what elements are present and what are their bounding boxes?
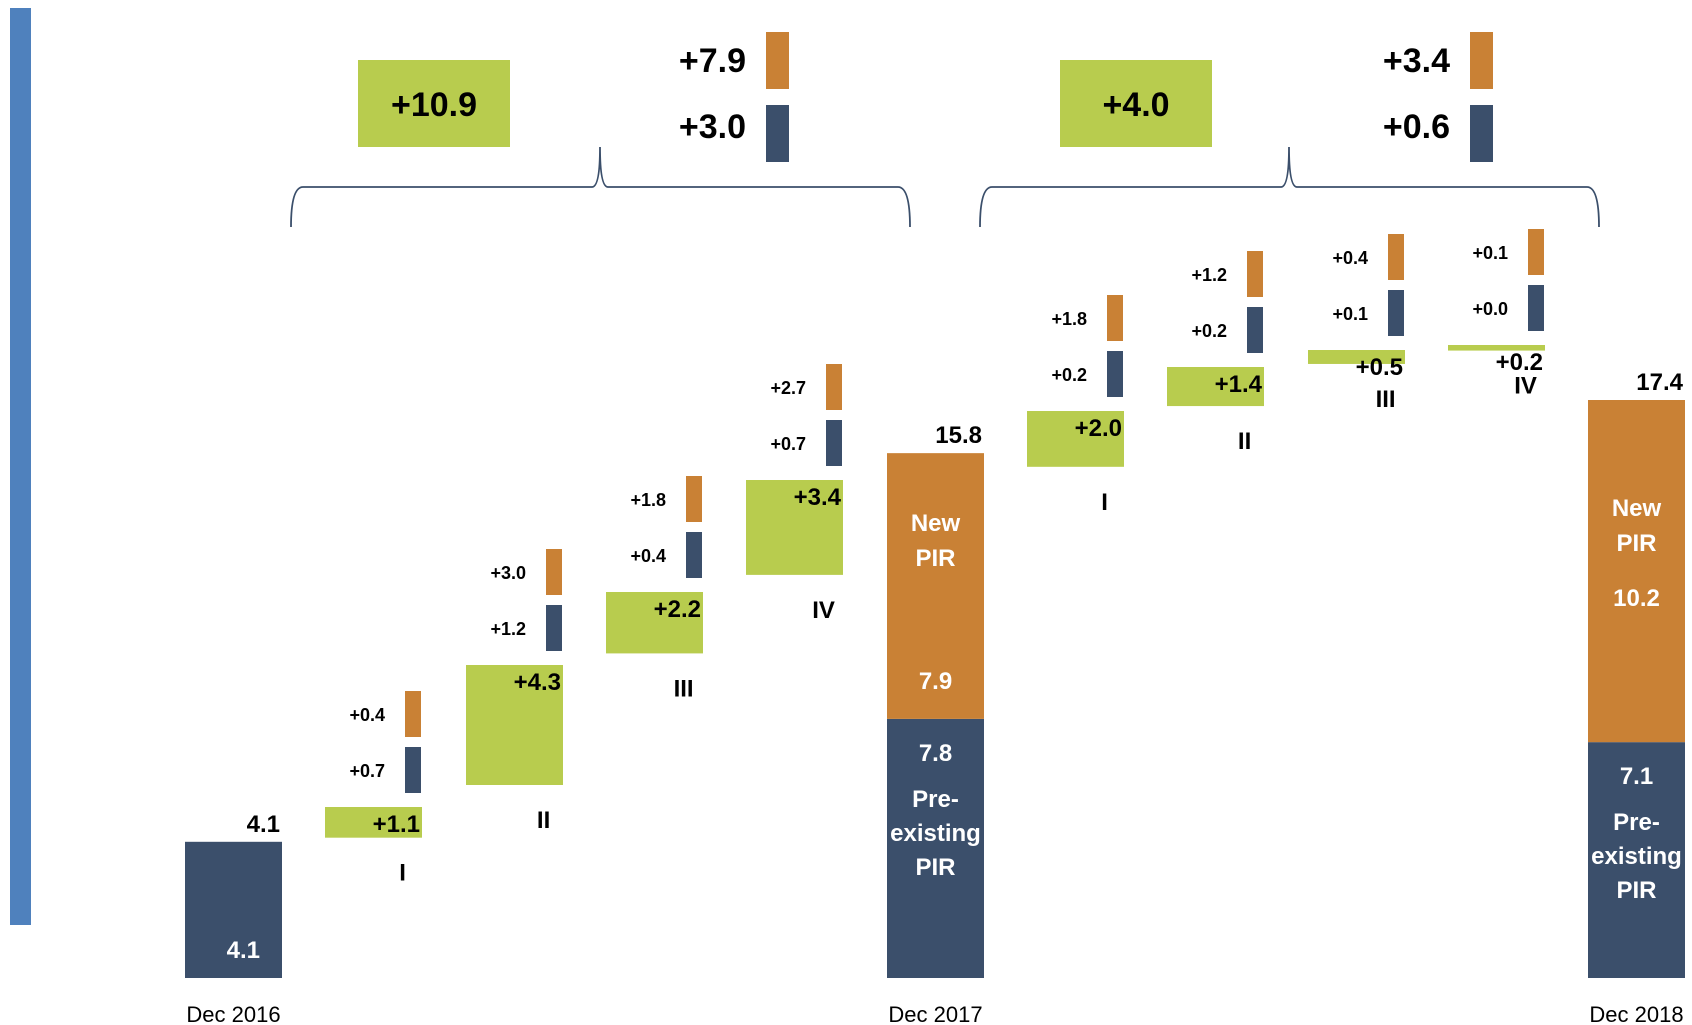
quarter-orange-label: +0.4 <box>1332 248 1368 268</box>
quarter-navy-bar <box>1528 285 1544 331</box>
summary-green-box <box>358 60 510 147</box>
quarter-navy-bar <box>826 420 842 466</box>
quarter-orange-label: +0.4 <box>349 705 385 725</box>
bracket-2018 <box>979 146 1600 228</box>
preexisting-value-label: 7.8 <box>919 740 952 767</box>
quarter-navy-bar <box>1107 351 1123 397</box>
anchor-date-label: Dec 2016 <box>186 1002 280 1025</box>
summary-navy-bar <box>1470 105 1493 162</box>
quarter-name-label: III <box>1376 386 1396 413</box>
summary-orange-bar <box>766 32 789 89</box>
new-pir-bar <box>887 453 984 719</box>
quarter-name-label: III <box>674 675 694 702</box>
new-pir-text-line: PIR <box>915 545 955 572</box>
quarter-orange-bar <box>1388 234 1404 280</box>
quarter-navy-bar <box>1247 307 1263 353</box>
quarter-green-label: +0.5 <box>1356 354 1403 381</box>
quarter-green-bar <box>1027 411 1124 467</box>
preexisting-value-label: 7.1 <box>1620 763 1653 790</box>
preexisting-text-line: PIR <box>1616 877 1656 904</box>
quarter-orange-label: +0.1 <box>1472 243 1508 263</box>
quarter-name-label: IV <box>812 597 835 624</box>
quarter-orange-bar <box>546 549 562 595</box>
quarter-green-bar <box>466 665 563 785</box>
quarter-navy-label: +0.1 <box>1332 304 1368 324</box>
bracket-2017 <box>290 146 911 228</box>
anchor-total-label: 17.4 <box>1636 369 1683 396</box>
quarter-green-label: +1.1 <box>373 811 420 838</box>
quarter-green-label: +4.3 <box>514 669 561 696</box>
quarter-navy-label: +0.4 <box>630 546 666 566</box>
quarter-navy-label: +0.7 <box>349 761 385 781</box>
quarter-green-label: +3.4 <box>794 484 842 511</box>
summary-orange-label: +3.4 <box>1383 42 1450 80</box>
anchor-date-label: Dec 2017 <box>888 1002 982 1025</box>
quarter-green-label: +0.2 <box>1496 349 1543 376</box>
quarter-orange-bar <box>1107 295 1123 341</box>
quarter-orange-label: +1.8 <box>630 490 666 510</box>
quarter-green-bar <box>746 480 843 575</box>
anchor-date-label: Dec 2018 <box>1589 1002 1683 1025</box>
quarter-orange-bar <box>405 691 421 737</box>
quarter-orange-label: +2.7 <box>770 378 806 398</box>
quarter-green-bar <box>606 592 703 654</box>
summary-total-label: +4.0 <box>1102 86 1169 124</box>
quarter-orange-bar <box>686 476 702 522</box>
quarter-navy-label: +0.7 <box>770 434 806 454</box>
preexisting-text-line: existing <box>890 820 981 847</box>
quarter-navy-bar <box>405 747 421 793</box>
quarter-green-label: +2.0 <box>1075 415 1122 442</box>
new-pir-bar <box>1588 400 1685 743</box>
quarter-navy-bar <box>546 605 562 651</box>
quarter-name-label: IV <box>1514 373 1537 400</box>
preexisting-bar <box>887 718 984 978</box>
new-pir-text-line: New <box>911 510 961 537</box>
quarter-orange-label: +1.8 <box>1051 309 1087 329</box>
new-pir-text-line: New <box>1612 495 1662 522</box>
quarter-name-label: I <box>1101 489 1108 516</box>
quarter-name-label: II <box>537 807 550 834</box>
quarter-name-label: II <box>1238 428 1251 455</box>
quarter-green-bar <box>1167 367 1264 407</box>
summary-navy-bar <box>766 105 789 162</box>
quarter-navy-bar <box>686 532 702 578</box>
quarter-orange-bar <box>1528 229 1544 275</box>
new-pir-text-line: PIR <box>1616 530 1656 557</box>
preexisting-text-line: Pre- <box>1613 809 1660 836</box>
preexisting-bar <box>185 841 282 978</box>
new-pir-value-label: 10.2 <box>1613 585 1660 612</box>
quarter-name-label: I <box>399 860 406 887</box>
quarter-green-label: +2.2 <box>654 596 701 623</box>
preexisting-text-line: Pre- <box>912 786 959 813</box>
quarter-green-bar <box>1448 345 1545 351</box>
summary-navy-label: +3.0 <box>679 108 746 146</box>
quarter-navy-label: +0.0 <box>1472 299 1508 319</box>
quarter-green-label: +1.4 <box>1215 371 1263 398</box>
anchor-total-label: 15.8 <box>935 422 982 449</box>
quarter-navy-label: +0.2 <box>1191 321 1227 341</box>
preexisting-bar <box>1588 742 1685 978</box>
quarter-orange-bar <box>1247 251 1263 297</box>
summary-orange-bar <box>1470 32 1493 89</box>
summary-total-label: +10.9 <box>391 86 477 124</box>
preexisting-value-label: 4.1 <box>227 937 260 964</box>
quarter-green-bar <box>325 807 422 838</box>
anchor-total-label: 4.1 <box>247 811 280 838</box>
preexisting-text-line: existing <box>1591 843 1682 870</box>
summary-navy-label: +0.6 <box>1383 108 1450 146</box>
new-pir-value-label: 7.9 <box>919 668 952 695</box>
quarter-orange-label: +1.2 <box>1191 265 1227 285</box>
sidebar-accent <box>10 8 31 925</box>
quarter-navy-label: +0.2 <box>1051 365 1087 385</box>
quarter-orange-label: +3.0 <box>490 563 526 583</box>
quarter-navy-label: +1.2 <box>490 619 526 639</box>
summary-green-box <box>1060 60 1212 147</box>
summary-orange-label: +7.9 <box>679 42 746 80</box>
quarter-green-bar <box>1308 350 1405 364</box>
quarter-orange-bar <box>826 364 842 410</box>
preexisting-text-line: PIR <box>915 854 955 881</box>
quarter-navy-bar <box>1388 290 1404 336</box>
